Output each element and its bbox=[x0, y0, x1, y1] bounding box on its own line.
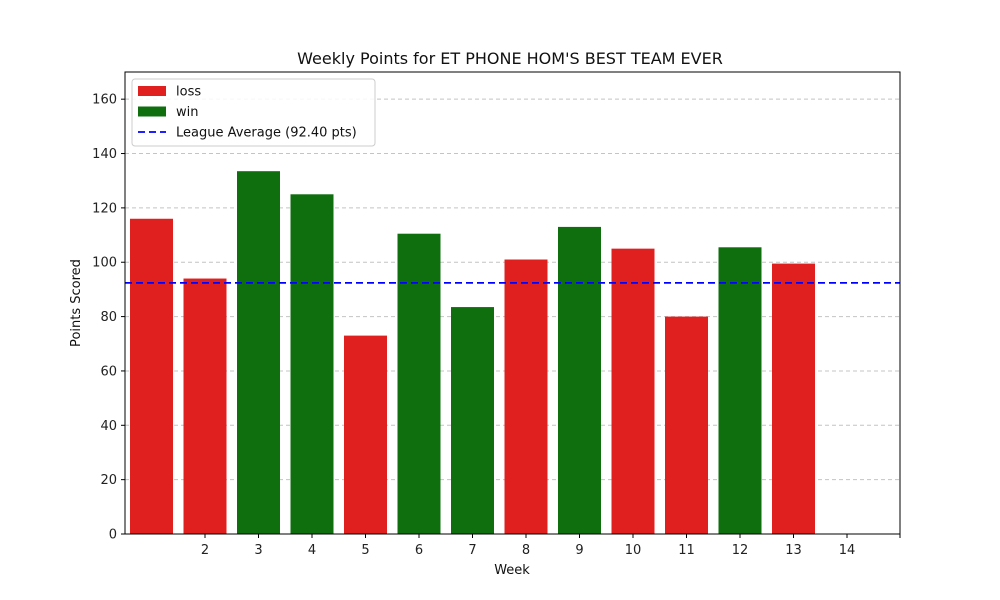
y-tick-label: 140 bbox=[92, 147, 117, 162]
x-tick-label: 5 bbox=[361, 543, 369, 558]
bar-loss bbox=[130, 218, 173, 535]
bar-win bbox=[718, 247, 762, 534]
bar-win bbox=[451, 307, 494, 534]
legend: loss win League Average (92.40 pts) bbox=[131, 78, 376, 147]
chart-title: Weekly Points for ET PHONE HOM'S BEST TE… bbox=[297, 49, 723, 68]
bars bbox=[130, 171, 815, 535]
x-axis: 2 3 4 5 6 7 8 9 10 11 12 13 14 bbox=[201, 534, 901, 558]
legend-swatch-win bbox=[138, 106, 166, 117]
y-tick-label: 160 bbox=[92, 93, 117, 108]
bar-win bbox=[237, 171, 280, 534]
legend-label: loss bbox=[176, 85, 201, 100]
legend-label: win bbox=[176, 105, 198, 120]
plot-frame bbox=[124, 71, 901, 535]
x-tick-label: 4 bbox=[308, 543, 316, 558]
x-tick-label: 11 bbox=[678, 543, 695, 558]
bar-win bbox=[397, 233, 441, 534]
bar-win bbox=[558, 226, 601, 534]
x-tick-label: 8 bbox=[522, 543, 530, 558]
x-axis-label: Week bbox=[494, 563, 530, 578]
x-tick-label: 14 bbox=[839, 543, 856, 558]
x-tick-label: 3 bbox=[254, 543, 262, 558]
y-axis-label: Points Scored bbox=[69, 259, 84, 347]
bar-loss bbox=[183, 278, 227, 534]
bar-loss bbox=[772, 263, 815, 534]
y-tick-label: 60 bbox=[100, 364, 117, 379]
bar-win bbox=[290, 194, 334, 534]
y-tick-label: 20 bbox=[100, 473, 117, 488]
y-tick-label: 100 bbox=[92, 256, 117, 271]
y-tick-label: 40 bbox=[100, 419, 117, 434]
y-tick-label: 80 bbox=[100, 310, 117, 325]
y-axis: 0 20 40 60 80 100 120 140 160 bbox=[92, 93, 125, 543]
bar-loss bbox=[665, 316, 708, 534]
bar-loss bbox=[504, 259, 548, 534]
legend-swatch-loss bbox=[138, 86, 166, 96]
x-tick-label: 7 bbox=[468, 543, 476, 558]
y-tick-label: 120 bbox=[92, 201, 117, 216]
x-tick-label: 6 bbox=[415, 543, 423, 558]
x-tick-label: 2 bbox=[201, 543, 209, 558]
bar-loss bbox=[611, 248, 655, 534]
y-tick-label: 0 bbox=[109, 528, 117, 543]
legend-label: League Average (92.40 pts) bbox=[176, 126, 357, 141]
x-tick-label: 9 bbox=[575, 543, 583, 558]
x-tick-label: 12 bbox=[732, 543, 749, 558]
bar-loss bbox=[344, 335, 387, 534]
x-tick-label: 13 bbox=[785, 543, 802, 558]
legend-box bbox=[131, 78, 376, 147]
x-tick-label: 10 bbox=[625, 543, 642, 558]
